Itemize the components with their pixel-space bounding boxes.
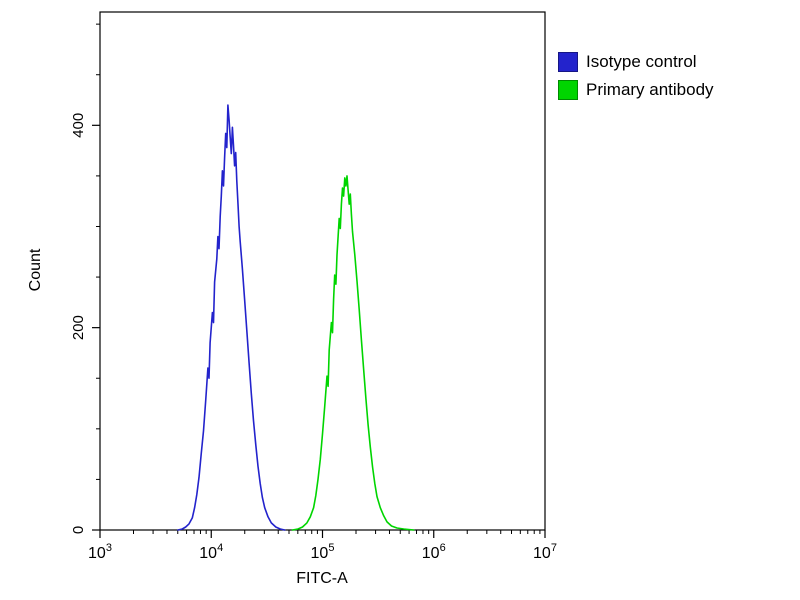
- x-tick-label: 107: [533, 542, 557, 562]
- x-tick-label: 105: [311, 542, 335, 562]
- legend-swatch-green: [558, 80, 578, 100]
- x-axis-title: FITC-A: [296, 570, 348, 587]
- legend-label-isotype-control: Isotype control: [586, 52, 697, 71]
- plot-frame: [99, 11, 546, 531]
- y-tick-label: 400: [70, 113, 87, 138]
- legend: Isotype control Primary antibody: [558, 52, 714, 100]
- legend-item-primary-antibody: Primary antibody: [558, 80, 714, 100]
- series-curve-1: [291, 175, 415, 531]
- legend-swatch-blue: [558, 52, 578, 72]
- y-tick-label: 0: [70, 526, 87, 534]
- x-tick-label: 103: [88, 542, 112, 562]
- y-axis-title: Count: [27, 248, 44, 292]
- y-tick-label: 200: [70, 315, 87, 340]
- series-curve-0: [177, 104, 286, 531]
- x-tick-label: 106: [422, 542, 446, 562]
- legend-item-isotype-control: Isotype control: [558, 52, 714, 72]
- legend-label-primary-antibody: Primary antibody: [586, 80, 714, 99]
- x-tick-label: 104: [199, 542, 223, 562]
